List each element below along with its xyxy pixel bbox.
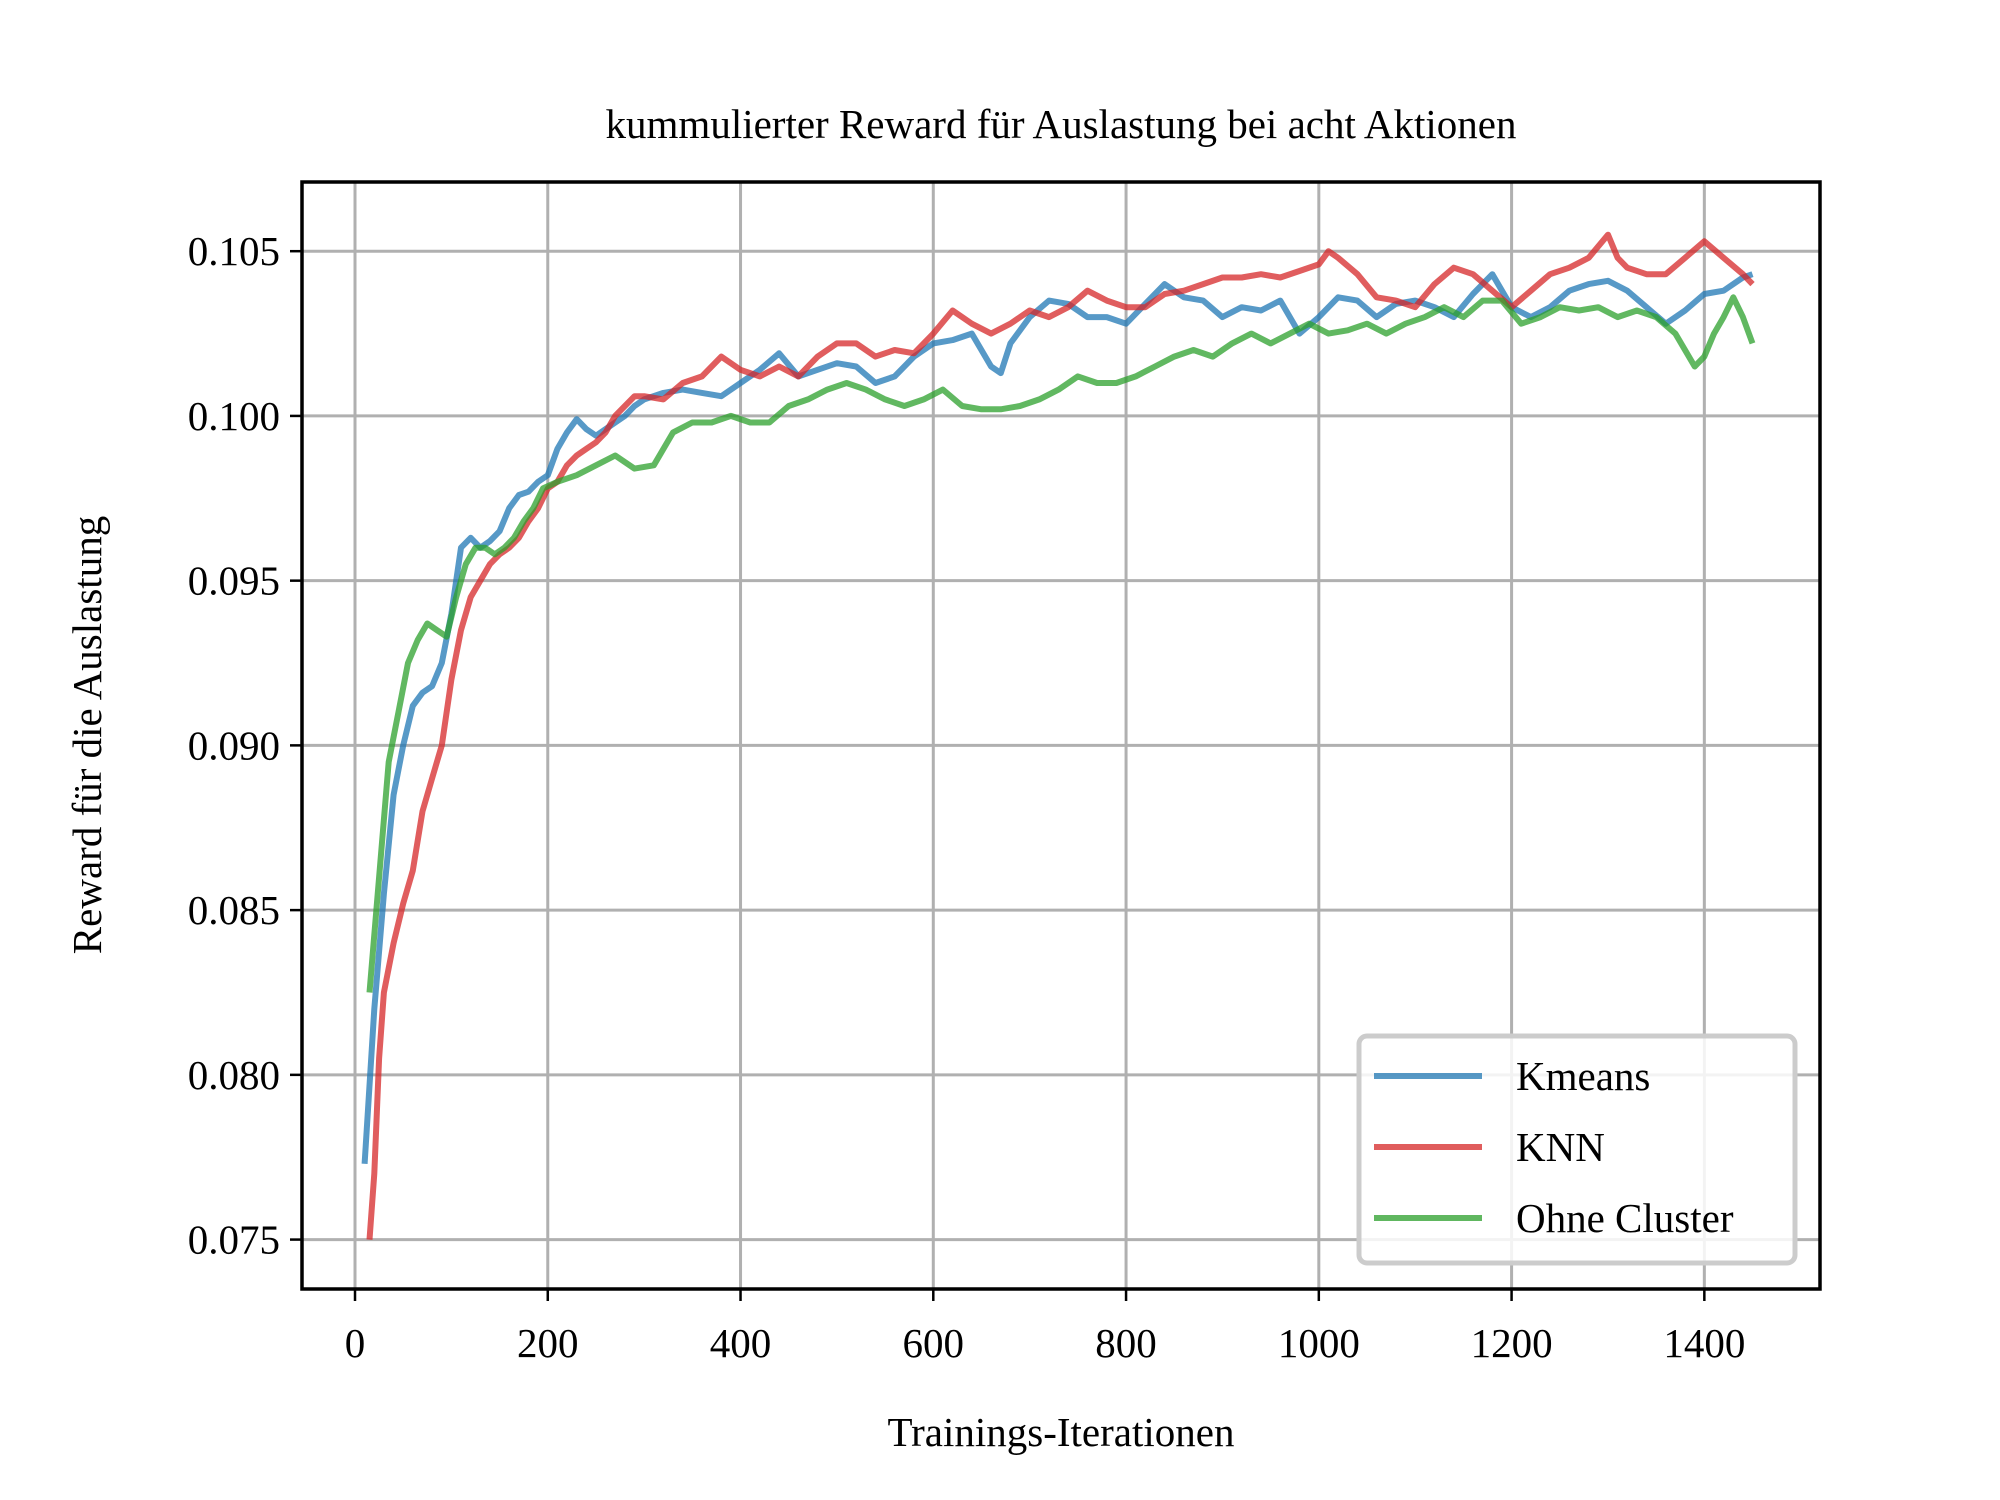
legend-label-knn: KNN [1516,1124,1605,1170]
axis-ticks: 0 200 400 600 800 1000 1200 1400 0.075 0.080 0.085… [188,228,1746,1366]
y-tick-label: 0.075 [188,1217,280,1263]
y-tick-label: 0.085 [188,887,280,933]
x-tick-label: 1400 [1663,1320,1745,1366]
x-tick-label: 600 [903,1320,965,1366]
x-tick-label: 0 [345,1320,366,1366]
y-tick-label: 0.105 [188,228,280,274]
series-lines [361,231,1756,1240]
x-tick-label: 1000 [1278,1320,1360,1366]
y-tick-label: 0.100 [188,393,280,439]
x-tick-label: 1200 [1471,1320,1553,1366]
grid-lines [302,182,1820,1289]
x-tick-label: 800 [1095,1320,1157,1366]
y-tick-label: 0.080 [188,1052,280,1098]
legend-label-kmeans: Kmeans [1516,1053,1650,1099]
y-axis-label: Reward für die Auslastung [64,516,110,954]
x-axis-label: Trainings-Iterationen [888,1409,1235,1455]
series-line-ohne-cluster [366,294,1756,993]
legend-label-ohne-cluster: Ohne Cluster [1516,1195,1734,1241]
legend-items: Kmeans KNN Ohne Cluster [1374,1053,1734,1241]
y-tick-label: 0.095 [188,558,280,604]
x-tick-label: 400 [710,1320,772,1366]
plot-frame [300,180,1822,1291]
series-line-kmeans [361,271,1754,1164]
x-tick-label: 200 [517,1320,579,1366]
legend: Kmeans KNN Ohne Cluster [1356,1033,1798,1266]
legend-box [1356,1033,1798,1266]
chart-title: kummulierter Reward für Auslastung bei a… [606,101,1517,147]
y-tick-label: 0.090 [188,722,280,768]
